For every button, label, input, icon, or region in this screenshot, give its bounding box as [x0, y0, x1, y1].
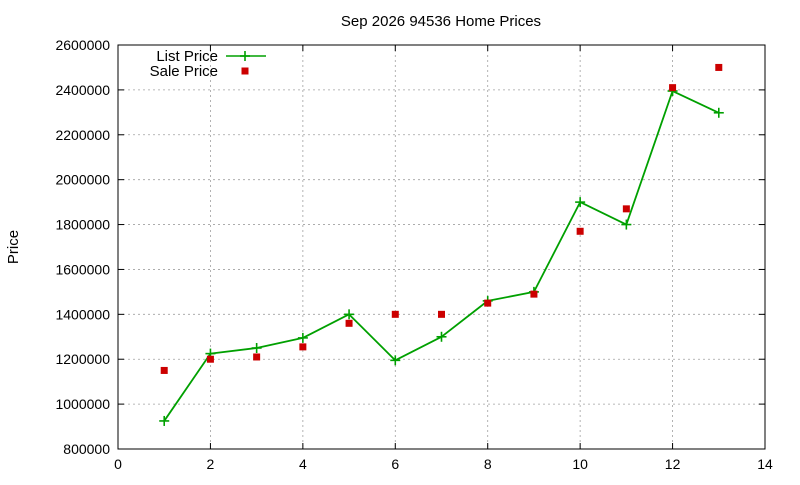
x-tick-label: 12 [665, 456, 681, 472]
sale-price-point [438, 310, 445, 318]
list-price-point [344, 309, 355, 320]
legend-swatch-sale-price [241, 67, 249, 75]
y-tick-label: 2000000 [55, 172, 110, 188]
y-tick-label: 2400000 [55, 82, 110, 98]
list-price-point [251, 343, 262, 353]
x-tick-label: 14 [757, 456, 773, 472]
grid-lines [118, 45, 765, 449]
x-tick-label: 0 [114, 456, 122, 472]
y-tick-label: 800000 [63, 441, 110, 457]
plot-frame [117, 44, 766, 450]
y-tick-label: 1800000 [55, 217, 110, 233]
sale-price-point [669, 84, 677, 92]
axis-ticks: 0 2 4 6 8 10 12 14 800000 1000000 1200000 1400000 16… [55, 37, 773, 472]
x-tick-label: 4 [299, 456, 307, 472]
sale-price-point [715, 63, 723, 71]
y-tick-label: 1000000 [55, 396, 110, 412]
y-tick-label: 1400000 [55, 306, 110, 322]
sale-price-point [345, 319, 353, 327]
legend-swatch-list-price-marker [240, 51, 250, 61]
sale-price-point [253, 353, 261, 361]
list-price-point [390, 355, 401, 366]
sale-price-point [530, 290, 538, 298]
series-layer [159, 63, 724, 426]
sale-price-point [484, 299, 492, 307]
list-price-point [621, 219, 632, 230]
sale-price-point [622, 205, 630, 213]
y-tick-label: 2600000 [55, 37, 110, 53]
series-sale-price [160, 63, 723, 374]
list-price-point [159, 415, 170, 426]
y-tick-label: 1600000 [55, 261, 110, 277]
chart-title: Sep 2026 94536 Home Prices [341, 13, 541, 30]
y-axis-label: Price [5, 230, 22, 264]
sale-price-point [576, 227, 584, 235]
list-price-point [436, 331, 447, 342]
x-tick-label: 10 [572, 456, 588, 472]
x-tick-label: 2 [207, 456, 215, 472]
sale-price-point [299, 343, 307, 351]
sale-price-point [160, 366, 168, 374]
legend-label-list-price: List Price [156, 48, 218, 65]
list-price-point [297, 332, 308, 343]
sale-price-point [391, 310, 399, 318]
list-price-line [163, 90, 720, 422]
list-price-point [713, 107, 724, 118]
y-tick-label: 2200000 [55, 127, 110, 143]
sale-price-point [206, 355, 214, 363]
legend: List Price Sale Price [150, 48, 266, 80]
list-price-point [575, 197, 586, 208]
y-tick-label: 1200000 [55, 351, 110, 367]
x-tick-label: 8 [484, 456, 492, 472]
series-list-price [159, 86, 724, 426]
legend-label-sale-price: Sale Price [150, 63, 218, 80]
x-tick-label: 6 [391, 456, 399, 472]
